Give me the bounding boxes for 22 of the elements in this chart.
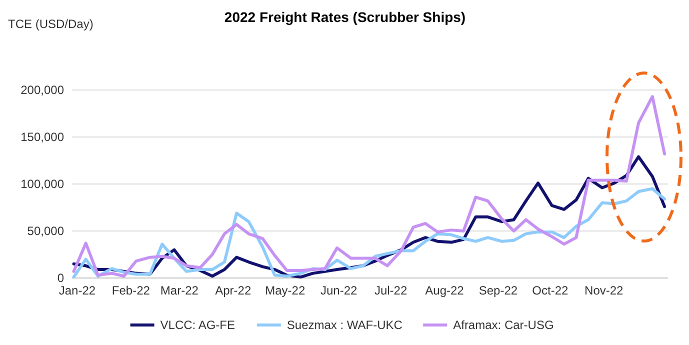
y-tick-label: 50,000 (27, 224, 64, 238)
y-tick-label: 100,000 (20, 176, 64, 191)
chart-title: 2022 Freight Rates (Scrubber Ships) (224, 9, 466, 25)
x-tick-label: Feb-22 (112, 284, 150, 298)
x-tick-label: Jul-22 (374, 284, 408, 298)
y-tick-label: 200,000 (20, 82, 64, 97)
x-tick-label: Sep-22 (478, 284, 518, 298)
legend-label: VLCC: AG-FE (160, 318, 235, 332)
x-tick-label: Apr-22 (215, 284, 252, 298)
x-tick-label: May-22 (265, 284, 306, 298)
legend-label: Suezmax : WAF-UKC (286, 318, 403, 332)
x-tick-label: Aug-22 (425, 284, 464, 298)
x-tick-label: Mar-22 (160, 284, 199, 298)
line-series (72, 95, 666, 278)
x-tick-label: Nov-22 (584, 284, 624, 298)
x-tick-label: Oct-22 (532, 284, 569, 298)
y-tick-label: 150,000 (20, 130, 64, 144)
y-tick-label: 0 (57, 270, 64, 285)
y-axis-title: TCE (USD/Day) (8, 17, 94, 31)
legend-label: Aframax: Car-USG (453, 318, 554, 332)
x-tick-label: Jun-22 (320, 284, 358, 298)
x-tick-label: Jan-22 (58, 284, 96, 298)
